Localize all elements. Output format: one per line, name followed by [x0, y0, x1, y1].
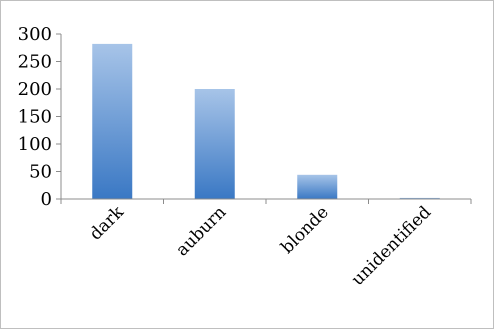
y-tick-label: 250 [18, 52, 52, 73]
y-tick-label: 50 [29, 162, 52, 183]
x-category-label: auburn [172, 202, 230, 260]
bars-layer [92, 43, 440, 200]
x-category-label: blonde [277, 202, 332, 257]
y-tick-label: 100 [18, 134, 52, 155]
bar-auburn [194, 89, 235, 199]
bar-dark [92, 43, 133, 200]
y-tick-label: 200 [18, 79, 52, 100]
y-tick-label: 300 [18, 24, 52, 45]
x-category-label: dark [86, 202, 129, 245]
y-tick-label: 150 [18, 107, 52, 128]
axes-layer [56, 33, 472, 204]
y-tick-label: 0 [41, 189, 52, 210]
x-category-label: unidentified [348, 202, 436, 290]
bar-unidentified [399, 197, 440, 199]
bar-blonde [297, 174, 338, 199]
